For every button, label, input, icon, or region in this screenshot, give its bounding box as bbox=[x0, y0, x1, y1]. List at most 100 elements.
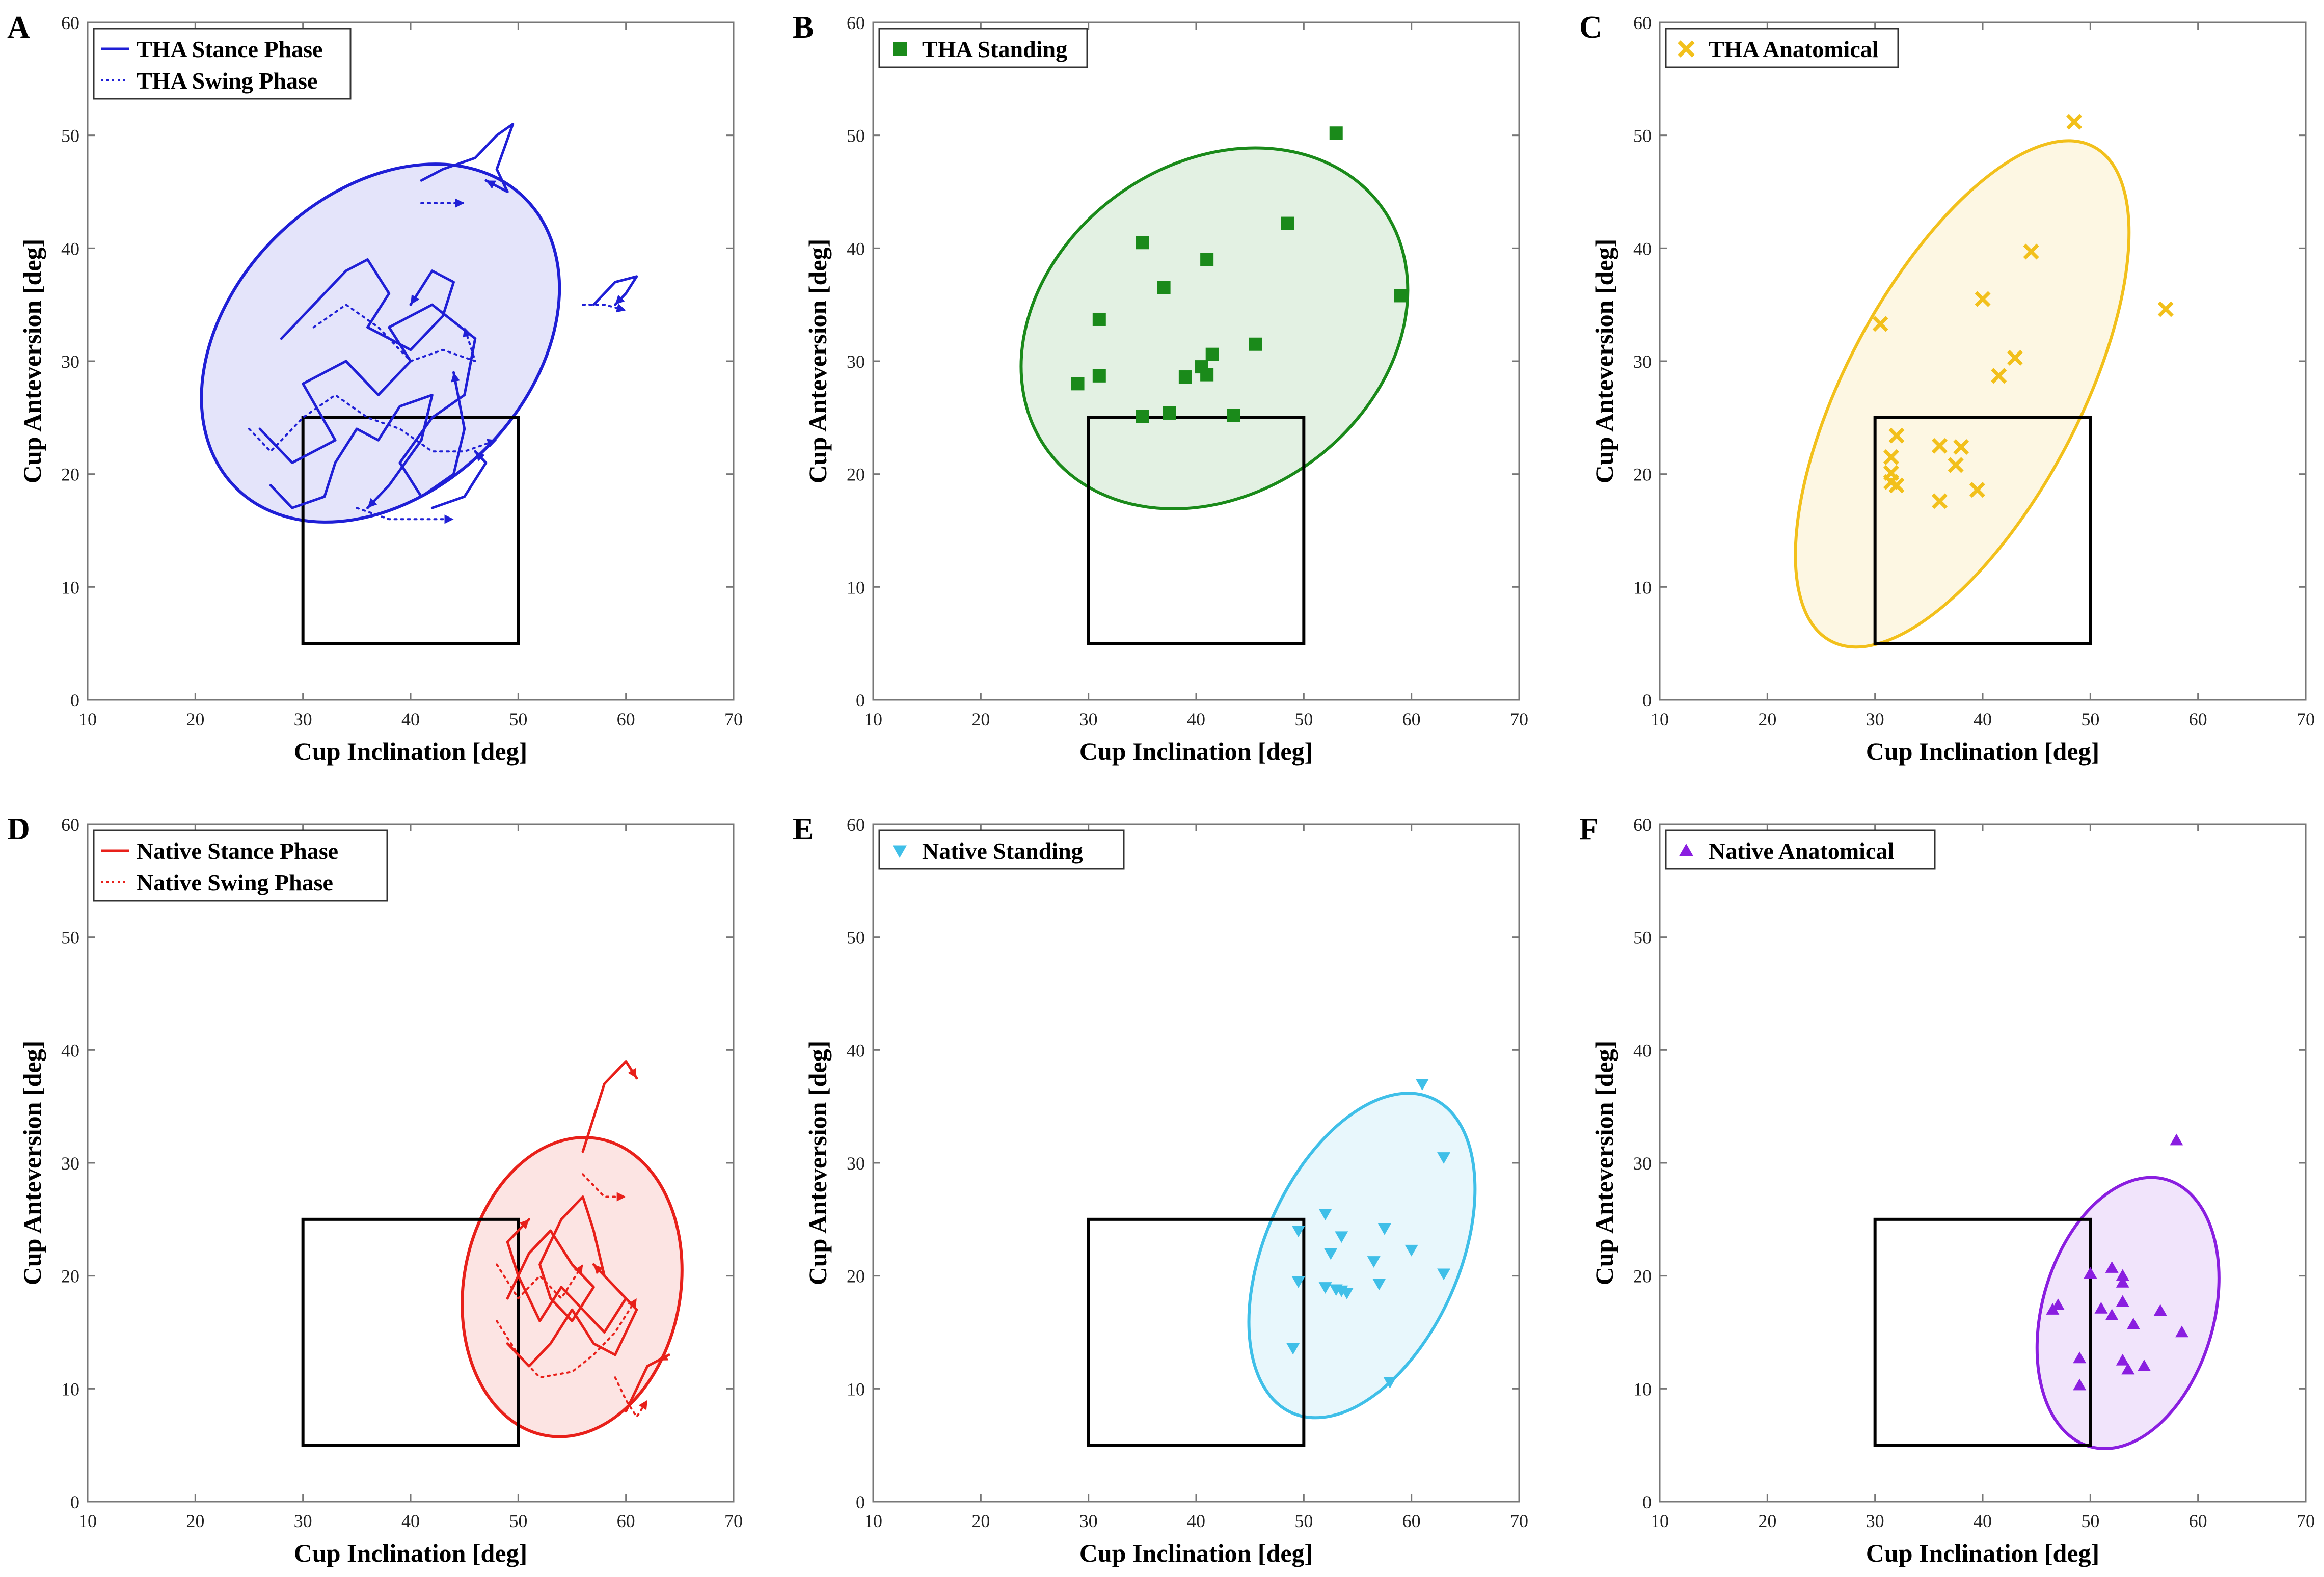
y-tick-label: 40 bbox=[847, 1040, 865, 1061]
y-tick-label: 10 bbox=[61, 1379, 79, 1399]
trajectory-arrowhead bbox=[615, 294, 625, 305]
y-tick-label: 40 bbox=[61, 1040, 79, 1061]
x-tick-label: 40 bbox=[1187, 1511, 1205, 1531]
confidence-ellipse bbox=[1794, 139, 2131, 649]
x-tick-label: 60 bbox=[1402, 1511, 1421, 1531]
y-tick-label: 60 bbox=[1633, 814, 1652, 835]
x-tick-label: 10 bbox=[78, 709, 97, 729]
data-point-0 bbox=[2170, 1133, 2183, 1146]
data-point-3 bbox=[1318, 1209, 1332, 1220]
safe-zone-box bbox=[1873, 1217, 2092, 1447]
data-point-5 bbox=[1377, 1223, 1391, 1235]
data-point-9 bbox=[2153, 1304, 2167, 1316]
stance-trajectory-1 bbox=[506, 1263, 638, 1368]
legend-label: THA Stance Phase bbox=[137, 36, 322, 62]
data-point-15 bbox=[1227, 409, 1240, 422]
legend: THA Stance Phase THA Swing Phase bbox=[93, 28, 352, 100]
x-tick-label: 50 bbox=[1294, 1511, 1313, 1531]
y-tick-label: 10 bbox=[1633, 577, 1652, 597]
x-tick-label: 50 bbox=[1294, 709, 1313, 729]
data-point-1 bbox=[1136, 236, 1149, 250]
data-point-9 bbox=[1291, 1276, 1305, 1288]
data-point-5 bbox=[2007, 349, 2023, 366]
y-tick-label: 30 bbox=[847, 1153, 865, 1174]
data-point-11 bbox=[1437, 1268, 1451, 1281]
legend: Native Anatomical bbox=[1665, 829, 1936, 870]
data-point-13 bbox=[1163, 406, 1176, 420]
y-tick-label: 0 bbox=[1642, 1492, 1652, 1512]
data-point-2 bbox=[1157, 281, 1171, 294]
y-tick-label: 0 bbox=[856, 1492, 865, 1512]
y-axis-label: Cup Anteversion [deg] bbox=[803, 239, 832, 484]
data-point-14 bbox=[1136, 410, 1149, 423]
safe-zone-box bbox=[301, 416, 520, 645]
legend-label: THA Swing Phase bbox=[137, 68, 317, 94]
y-axis-label: Cup Anteversion [deg] bbox=[18, 1041, 46, 1286]
legend: Native Stance Phase Native Swing Phase bbox=[93, 829, 388, 902]
data-point-16 bbox=[1394, 289, 1408, 303]
legend: THA Anatomical bbox=[1665, 28, 1899, 68]
stance-trajectory-2 bbox=[269, 394, 434, 509]
y-tick-label: 10 bbox=[847, 577, 865, 597]
y-tick-label: 10 bbox=[61, 577, 79, 597]
x-tick-label: 40 bbox=[1974, 709, 1992, 729]
x-tick-label: 20 bbox=[186, 709, 204, 729]
legend-label: Native Standing bbox=[922, 838, 1083, 864]
panel-letter: B bbox=[793, 10, 814, 45]
y-tick-label: 20 bbox=[847, 1266, 865, 1287]
data-point-9 bbox=[1953, 439, 1969, 455]
y-tick-label: 60 bbox=[847, 814, 865, 835]
trajectory-arrowhead bbox=[463, 327, 472, 338]
trajectory-arrowhead bbox=[574, 1264, 583, 1275]
legend-label: Native Swing Phase bbox=[137, 869, 333, 895]
swing-trajectory-2 bbox=[614, 1376, 648, 1418]
data-point-3 bbox=[1281, 216, 1294, 230]
data-point-6 bbox=[1335, 1231, 1348, 1243]
legend: Native Standing bbox=[878, 829, 1125, 870]
y-tick-label: 10 bbox=[1633, 1379, 1652, 1399]
y-tick-label: 60 bbox=[847, 13, 865, 33]
data-point-6 bbox=[1991, 368, 2007, 384]
x-tick-label: 40 bbox=[401, 709, 420, 729]
x-tick-label: 70 bbox=[1510, 709, 1528, 729]
x-tick-label: 30 bbox=[1866, 709, 1884, 729]
y-tick-label: 20 bbox=[61, 1266, 79, 1287]
legend: THA Standing bbox=[878, 28, 1088, 68]
x-tick-label: 50 bbox=[2081, 1511, 2099, 1531]
swing-trajectory-1 bbox=[312, 304, 476, 362]
x-tick-label: 70 bbox=[724, 1511, 743, 1531]
data-point-12 bbox=[1948, 457, 1964, 473]
y-axis-label: Cup Anteversion [deg] bbox=[803, 1041, 832, 1286]
y-tick-label: 40 bbox=[847, 238, 865, 259]
data-point-9 bbox=[1205, 347, 1219, 361]
x-tick-label: 10 bbox=[1651, 1511, 1669, 1531]
data-point-4 bbox=[2116, 1275, 2129, 1288]
x-tick-label: 60 bbox=[1402, 709, 1421, 729]
legend-label: THA Anatomical bbox=[1709, 36, 1879, 62]
x-tick-label: 20 bbox=[1758, 1511, 1776, 1531]
y-tick-label: 30 bbox=[1633, 1153, 1652, 1174]
panel-letter: D bbox=[7, 812, 30, 847]
y-tick-label: 50 bbox=[847, 126, 865, 146]
legend-swatch bbox=[893, 845, 907, 858]
legend-label: THA Standing bbox=[922, 36, 1067, 62]
data-point-8 bbox=[2094, 1301, 2108, 1314]
data-point-11 bbox=[2126, 1317, 2140, 1329]
data-point-4 bbox=[1324, 1248, 1338, 1260]
y-tick-label: 0 bbox=[70, 1492, 79, 1512]
y-tick-label: 30 bbox=[847, 351, 865, 372]
safe-zone-box bbox=[1873, 416, 2092, 645]
data-point-16 bbox=[1286, 1343, 1300, 1355]
legend-label: Native Anatomical bbox=[1709, 838, 1894, 864]
x-tick-label: 20 bbox=[1758, 709, 1776, 729]
data-point-8 bbox=[1249, 337, 1262, 351]
y-tick-label: 0 bbox=[70, 690, 79, 711]
x-tick-label: 70 bbox=[2296, 709, 2315, 729]
data-point-2 bbox=[2105, 1261, 2119, 1273]
swing-trajectory-0 bbox=[496, 1297, 638, 1379]
y-tick-label: 0 bbox=[1642, 690, 1652, 711]
confidence-ellipse bbox=[1247, 1092, 1477, 1420]
data-point-1 bbox=[1872, 316, 1888, 332]
x-tick-label: 60 bbox=[617, 1511, 635, 1531]
